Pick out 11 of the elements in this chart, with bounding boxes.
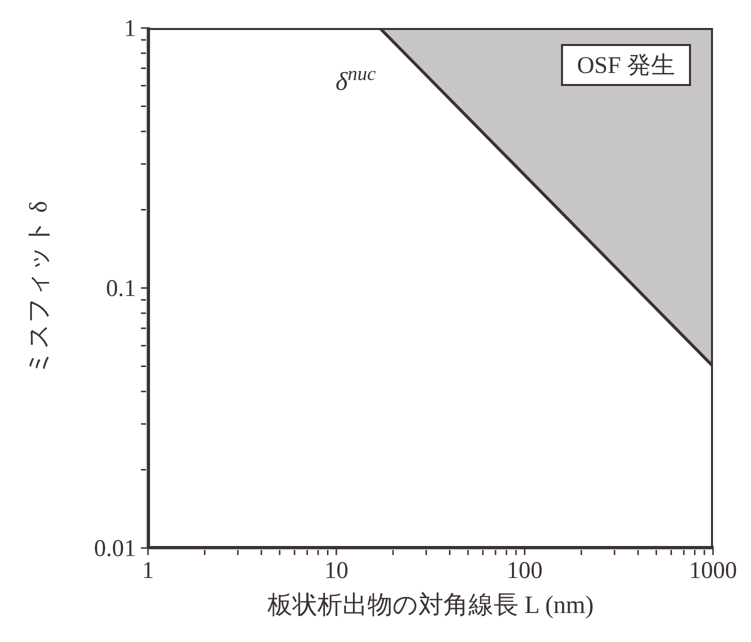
x-tick-label: 10	[324, 558, 348, 584]
y-axis-title: ミスフィット δ	[24, 200, 54, 376]
annotation: OSF 発生	[560, 44, 691, 86]
x-tick-label: 1000	[689, 558, 737, 584]
x-axis-title: 板状析出物の対角線長 L (nm)	[266, 590, 595, 621]
y-tick-label: 0.1	[106, 276, 136, 302]
x-tick-label: 100	[506, 558, 543, 584]
x-tick-label: 1	[142, 558, 154, 584]
series-label: δ$^{nuc}$	[335, 64, 376, 96]
y-tick-label: 1	[124, 16, 136, 42]
y-tick-label: 0.01	[94, 536, 136, 562]
